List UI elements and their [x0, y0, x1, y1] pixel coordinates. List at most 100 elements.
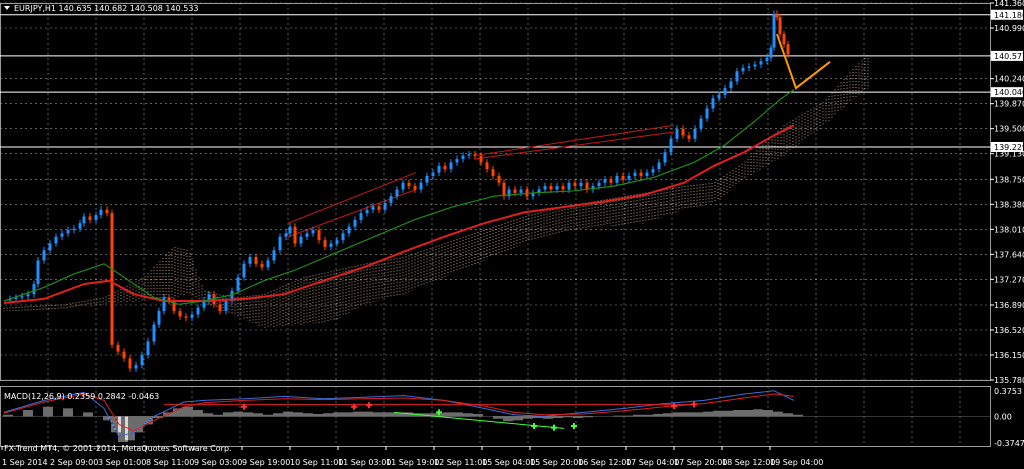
- candle-body: [72, 228, 76, 231]
- candle-body: [42, 250, 46, 261]
- candle-body: [609, 179, 613, 183]
- channel-line: [473, 131, 675, 160]
- time-axis-label: 2 Sep 09:00: [50, 458, 98, 467]
- candle-body: [431, 172, 435, 176]
- candle-body: [184, 316, 188, 318]
- candle-body: [555, 186, 559, 190]
- channel-line: [287, 172, 417, 224]
- candle-body: [775, 13, 779, 18]
- price-axis-label: 139.500: [994, 125, 1024, 134]
- copyright-text: FX-Trend MT4, © 2001-2014, MetaQuotes So…: [4, 444, 232, 453]
- candle-body: [54, 236, 58, 244]
- candle-body: [78, 223, 82, 229]
- candle-body: [377, 206, 381, 210]
- time-axis-label: 11 Sep 03:00: [338, 458, 391, 467]
- candle-body: [681, 128, 685, 136]
- time-axis-label: 19 Sep 04:00: [770, 458, 823, 467]
- candle-body: [491, 169, 495, 176]
- candles: [8, 10, 790, 372]
- candle-body: [513, 189, 517, 193]
- candle-body: [224, 300, 228, 312]
- macd-axis-label: -0.3747: [994, 439, 1024, 448]
- candle-body: [236, 277, 240, 291]
- candle-body: [419, 182, 423, 190]
- candle-body: [146, 341, 150, 356]
- candle-body: [455, 159, 459, 163]
- candle-body: [585, 182, 589, 190]
- candle-body: [663, 152, 667, 163]
- candle-body: [782, 34, 786, 45]
- candle-body: [8, 298, 12, 301]
- candle-body: [305, 233, 309, 237]
- time-axis-label: 15 Sep 20:00: [530, 458, 583, 467]
- candle-body: [88, 216, 92, 220]
- candle-body: [645, 172, 649, 176]
- time-axis-label: 16 Sep 12:00: [578, 458, 631, 467]
- candle-body: [36, 260, 40, 285]
- candle-body: [443, 165, 447, 170]
- candle-body: [395, 189, 399, 197]
- candle-body: [20, 296, 24, 298]
- candle-body: [753, 64, 757, 67]
- candle-body: [365, 209, 369, 214]
- macd-axis-label: 0.00: [994, 412, 1012, 421]
- candle-body: [401, 182, 405, 190]
- price-axis-label: 136.150: [994, 351, 1024, 360]
- price-axis-label: 141.360: [994, 0, 1024, 8]
- candle-body: [485, 162, 489, 170]
- candle-body: [172, 300, 176, 312]
- candle-body: [383, 202, 387, 210]
- candle-body: [519, 189, 523, 193]
- candle-body: [693, 128, 697, 139]
- time-axis-label: 9 Sep 19:00: [242, 458, 290, 467]
- candle-body: [711, 98, 715, 109]
- candle-body: [278, 236, 282, 251]
- dropdown-icon[interactable]: [4, 6, 10, 10]
- candle-body: [347, 226, 351, 234]
- candle-body: [507, 189, 511, 197]
- candle-body: [329, 243, 333, 247]
- channel-line: [473, 124, 675, 157]
- candle-body: [579, 182, 583, 187]
- candle-body: [549, 186, 553, 190]
- candle-body: [122, 351, 126, 359]
- red-channel: [287, 124, 675, 238]
- candle-body: [293, 226, 297, 244]
- candle-body: [157, 311, 161, 325]
- macd-main-line: [3, 390, 795, 437]
- candle-body: [116, 344, 120, 352]
- candle-body: [437, 165, 441, 173]
- candle-body: [128, 358, 132, 369]
- candle-body: [140, 355, 144, 366]
- price-axis-label: 139.130: [994, 150, 1024, 159]
- candle-body: [162, 297, 166, 312]
- candle-body: [759, 61, 763, 65]
- candle-body: [353, 219, 357, 227]
- candle-body: [531, 192, 535, 197]
- candle-body: [167, 297, 171, 301]
- price-panel-frame: [0, 3, 991, 381]
- price-axis-label: 140.240: [994, 75, 1024, 84]
- ichimoku-cloud: [3, 55, 869, 328]
- moving-averages: [3, 89, 795, 305]
- candle-body: [152, 324, 156, 342]
- candle-body: [99, 209, 103, 216]
- candle-body: [272, 250, 276, 261]
- candle-body: [266, 260, 270, 268]
- candle-body: [413, 186, 417, 190]
- candle-body: [621, 175, 625, 180]
- candle-body: [651, 169, 655, 173]
- fast-ma-line: [3, 89, 795, 305]
- red-arrow-marker: [691, 401, 697, 408]
- candle-body: [335, 240, 339, 244]
- grid: [0, 2, 991, 447]
- price-axis-label: 140.040: [994, 88, 1024, 97]
- candle-body: [284, 233, 288, 237]
- red-arrow-marker: [241, 403, 247, 410]
- price-axis-label: 136.890: [994, 301, 1024, 310]
- candle-body: [190, 314, 194, 318]
- candle-body: [765, 57, 769, 62]
- candle-body: [202, 300, 206, 308]
- candle-body: [389, 196, 393, 203]
